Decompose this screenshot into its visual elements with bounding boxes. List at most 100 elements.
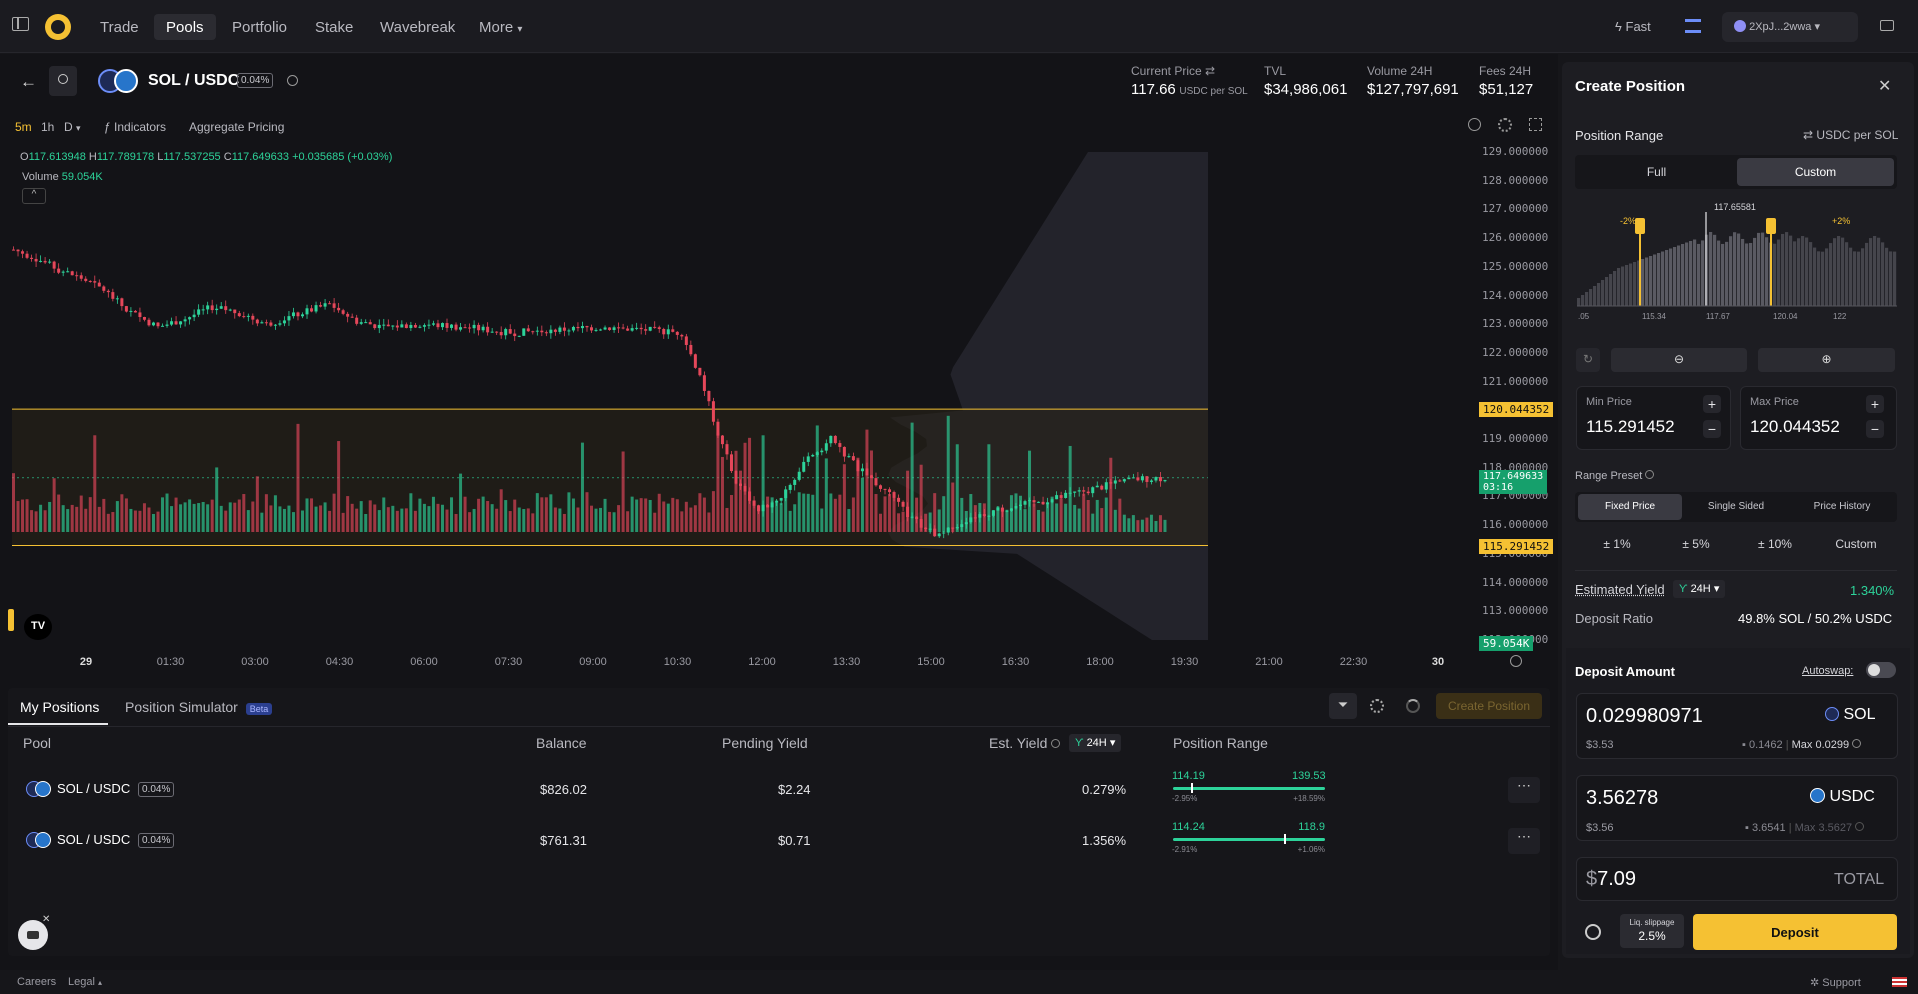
timeframe-1h[interactable]: 1h [41, 120, 55, 134]
row-more-menu-icon[interactable]: ⋯ [1508, 777, 1540, 803]
nav-pools[interactable]: Pools [154, 14, 216, 40]
tab-my-positions[interactable]: My Positions [20, 699, 100, 715]
sol-input-card[interactable] [1576, 693, 1898, 759]
sidebar-toggle-icon[interactable] [12, 17, 29, 31]
timeframe-5m[interactable]: 5m [15, 120, 32, 134]
row-range-low: 114.24 [1172, 821, 1205, 833]
fees-label: Fees 24H [1479, 64, 1532, 78]
nav-wavebreak[interactable]: Wavebreak [380, 19, 456, 36]
max-price-decrease[interactable]: − [1866, 420, 1884, 438]
candle-body [698, 367, 702, 376]
nav-trade[interactable]: Trade [100, 19, 139, 36]
zoom-out-button[interactable]: ⊖ [1611, 348, 1747, 372]
volume-bar [192, 503, 196, 532]
pct-custom[interactable]: Custom [1835, 537, 1877, 551]
pct-10[interactable]: ± 10% [1758, 537, 1792, 551]
max-price-value[interactable]: 120.044352 [1750, 417, 1840, 436]
footer-legal[interactable]: Legal ▴ [68, 976, 102, 988]
sol-token-selector[interactable]: SOL [1825, 706, 1875, 724]
max-price-increase[interactable]: + [1866, 395, 1884, 413]
row-more-menu-icon[interactable]: ⋯ [1508, 828, 1540, 854]
solana-network-icon[interactable] [1685, 19, 1701, 33]
settings-ring-icon[interactable] [1585, 924, 1601, 940]
footer-careers[interactable]: Careers [17, 976, 57, 988]
timeframe-d[interactable]: D ▾ [64, 120, 81, 134]
candle-body [1149, 480, 1153, 482]
preset-single-sided[interactable]: Single Sided [1707, 501, 1765, 512]
y-axis-tick: 124.000000 [1482, 288, 1549, 302]
liquidity-histogram[interactable] [1577, 198, 1897, 310]
mail-icon[interactable] [1880, 20, 1894, 31]
wallet-button[interactable]: 2XpJ...2wwa ▾ [1722, 12, 1858, 42]
fast-button[interactable]: ϟ Fast [1615, 19, 1651, 34]
help-icon[interactable] [1645, 470, 1655, 479]
preset-price-history[interactable]: Price History [1813, 501, 1871, 512]
volume-bar [1009, 495, 1013, 532]
minus-icon: − [1707, 421, 1717, 437]
footer-support[interactable]: ✲ Support [1810, 976, 1861, 989]
est-period-selector[interactable]: ϒ 24H ▾ [1673, 580, 1726, 598]
zoom-reset-icon[interactable] [1468, 118, 1481, 131]
price-chart[interactable] [8, 140, 1553, 660]
sol-amount-input[interactable]: 0.029980971 [1586, 705, 1703, 727]
close-chat-icon[interactable]: ✕ [42, 914, 51, 925]
language-flag-icon[interactable] [1892, 977, 1907, 987]
candle-body [12, 249, 15, 251]
settings-gear-icon[interactable] [1498, 118, 1512, 132]
logo[interactable] [45, 14, 71, 40]
deposit-ratio-label: Deposit Ratio [1575, 611, 1654, 626]
histogram-bar [1761, 232, 1765, 306]
min-price-value[interactable]: 115.291452 [1586, 417, 1675, 436]
table-settings-gear-icon[interactable] [1370, 699, 1384, 713]
unit-toggle[interactable]: ⇄ USDC per SOL [1803, 128, 1898, 142]
search-button[interactable] [49, 66, 77, 96]
x-axis-tick: 12:00 [748, 656, 776, 668]
histogram-bar [1765, 237, 1769, 306]
x-axis-tick: 18:00 [1086, 656, 1114, 668]
info-icon[interactable] [287, 75, 298, 86]
pct-1[interactable]: ± 1% [1603, 537, 1631, 551]
collapse-legend-button[interactable]: ^ [22, 188, 46, 204]
aggregate-pricing-button[interactable]: Aggregate Pricing [189, 120, 285, 134]
nav-stake[interactable]: Stake [315, 19, 354, 36]
yield-period-selector[interactable]: ϒ 24H ▾ [1069, 734, 1122, 752]
volume-bar [590, 505, 593, 532]
volume-bar [1113, 509, 1117, 532]
volume-bar [1140, 519, 1144, 532]
min-price-decrease[interactable]: − [1703, 420, 1721, 438]
candle-body [368, 322, 372, 325]
chat-bubble-button[interactable] [18, 920, 48, 950]
pct-5[interactable]: ± 5% [1682, 537, 1710, 551]
volume-bar [612, 512, 616, 532]
slippage-button[interactable]: Liq. slippage 2.5% [1620, 914, 1684, 948]
usdc-token-selector[interactable]: USDC [1810, 788, 1875, 806]
zoom-in-button[interactable]: ⊕ [1758, 348, 1895, 372]
reset-range-button[interactable]: ↻ [1576, 348, 1600, 372]
custom-range-button[interactable]: Custom [1737, 158, 1894, 186]
indicators-label: Indicators [114, 120, 167, 134]
close-icon[interactable]: ✕ [1878, 78, 1892, 95]
volume-bar [1149, 514, 1153, 532]
swap-icon[interactable]: ⇄ [1205, 64, 1216, 78]
usdc-max-button[interactable]: Max 3.5627 [1794, 822, 1853, 834]
preset-fixed-price[interactable]: Fixed Price [1578, 494, 1682, 520]
full-range-button[interactable]: Full [1646, 165, 1667, 179]
volume-bar [1077, 508, 1081, 532]
deposit-button[interactable]: Deposit [1693, 914, 1897, 950]
usdc-amount-input[interactable]: 3.56278 [1586, 787, 1659, 809]
info-icon[interactable] [1051, 739, 1061, 748]
create-position-button[interactable]: Create Position [1436, 693, 1542, 719]
nav-more[interactable]: More ▾ [467, 14, 534, 40]
indicators-button[interactable]: ƒ Indicators [104, 120, 166, 134]
min-price-increase[interactable]: + [1703, 395, 1721, 413]
autoswap-toggle[interactable] [1866, 662, 1896, 678]
chart-handle[interactable] [8, 609, 14, 631]
back-arrow-icon[interactable]: ← [20, 72, 37, 91]
nav-portfolio[interactable]: Portfolio [232, 19, 288, 36]
filter-button[interactable]: ⏷ [1329, 693, 1357, 719]
tab-position-simulator[interactable]: Position Simulator Beta [125, 699, 273, 715]
fullscreen-icon[interactable] [1529, 118, 1542, 131]
sol-max-button[interactable]: Max 0.0299 [1791, 739, 1850, 751]
usdc-input-card[interactable] [1576, 775, 1898, 841]
time-settings-icon[interactable] [1510, 655, 1522, 667]
